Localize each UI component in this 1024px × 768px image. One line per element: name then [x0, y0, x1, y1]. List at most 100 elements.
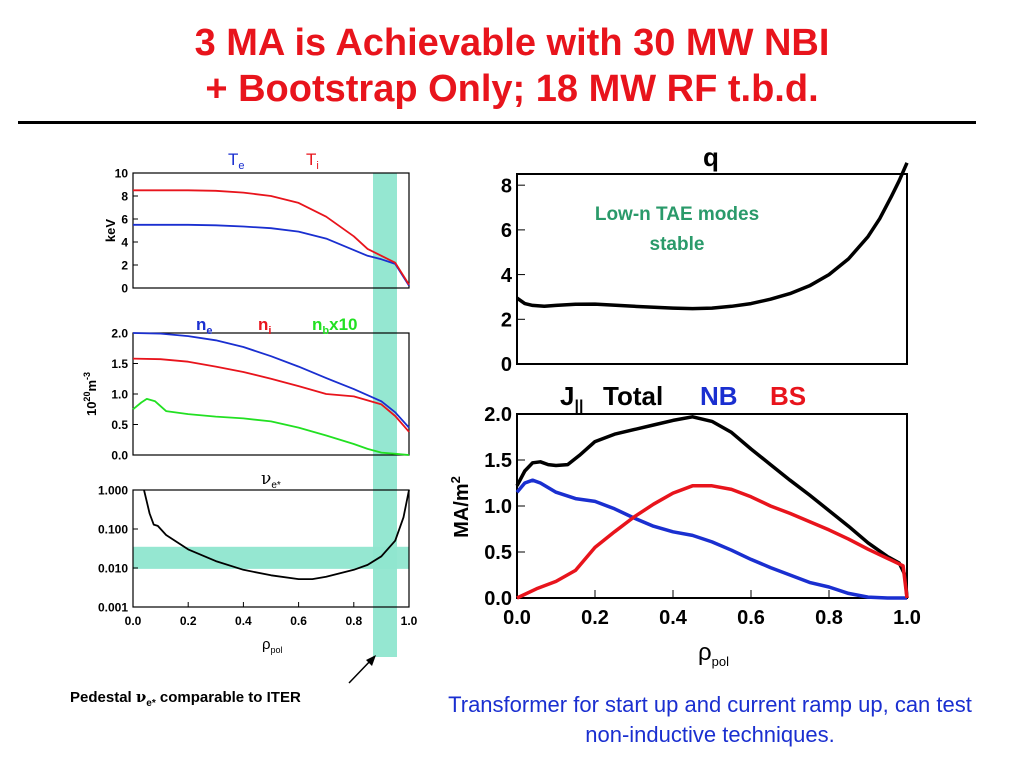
temperature-ytick-label: 0	[121, 281, 128, 295]
current-ylabel: MA/m2	[448, 476, 473, 538]
density-legend-base: n	[196, 315, 206, 334]
temperature-ytick-label: 8	[121, 189, 128, 203]
q-title: q	[703, 142, 719, 172]
density-series-ne	[132, 332, 410, 429]
right-xlabel: ρpol	[698, 639, 729, 669]
collisionality-title-nu: ν	[261, 469, 271, 489]
pedestal-note-nu: ν	[135, 688, 147, 706]
density-legend-base: n	[258, 315, 268, 334]
right-xlabel-sub: pol	[712, 654, 729, 669]
density-plot-frame	[132, 332, 410, 456]
current_density-ytick-label: 0.5	[484, 542, 512, 564]
collisionality-ytick-label: 0.010	[98, 561, 128, 575]
density-series-nb-x10	[132, 397, 410, 456]
collisionality-ytick-label: 1.000	[98, 483, 128, 497]
current_density-panel: 0.0 0.5 1.0 1.5 2.0 0.0 0.2 0.4 0.6 0.8 1.0	[484, 404, 921, 629]
left-xlabel-rho: ρ	[262, 636, 271, 653]
q-annotation-line1: Low-n TAE modes	[595, 204, 759, 225]
safety_factor-ytick-label: 6	[501, 220, 512, 242]
current_density-xtick-label: 0.2	[581, 607, 609, 629]
safety_factor-series-q	[515, 162, 909, 311]
current-legend-sub: ||	[574, 398, 583, 415]
current_density-ytick-label: 0.0	[484, 588, 512, 610]
density-ytick-label: 1.0	[111, 387, 128, 401]
slide-title-line1: 3 MA is Achievable with 30 MW NBI	[194, 22, 830, 64]
current_density-series-nb	[515, 478, 907, 600]
current-ylabel-text: MA/m	[451, 483, 473, 537]
collisionality-xtick-label: 1.0	[401, 614, 418, 628]
collisionality-ytick-label: 0.001	[98, 600, 128, 614]
temperature-legend-sub: e	[238, 160, 244, 172]
current_density-xtick-label: 0.4	[659, 607, 688, 629]
pedestal-note: Pedestal νe* comparable to ITER	[70, 688, 301, 709]
density-panel: 0.0 0.5 1.0 1.5 2.0	[111, 326, 410, 462]
density-legend-sub: e	[206, 325, 212, 337]
temperature-legend-base: T	[228, 150, 238, 169]
right-xlabel-rho: ρ	[698, 639, 712, 666]
temperature-ytick-label: 6	[121, 212, 128, 226]
density-ylabel-base: 10	[84, 402, 99, 416]
collisionality-ytick-label: 0.100	[98, 522, 128, 536]
collisionality-panel: 0.001 0.010 0.100 1.000 0.0 0.2 0.4 0.6 0.8 1.0	[98, 483, 418, 628]
slide-title-line2: + Bootstrap Only; 18 MW RF t.b.d.	[205, 68, 819, 110]
current_density-ytick-label: 1.5	[484, 450, 512, 472]
collisionality-xtick-label: 0.6	[290, 614, 307, 628]
current-legend-total: Total	[603, 381, 663, 411]
transformer-note: Transformer for start up and current ram…	[448, 692, 972, 747]
current_density-ytick-label: 2.0	[484, 404, 512, 426]
temperature-panel: 0 2 4 6 8 10	[115, 166, 410, 295]
current-legend-J: J	[560, 381, 574, 411]
current-legend-prefix: J||	[560, 381, 583, 415]
density-ytick-label: 0.0	[111, 448, 128, 462]
current_density-xtick-label: 0.0	[503, 607, 531, 629]
title-divider	[18, 121, 976, 124]
density-ylabel-exp: 20	[82, 392, 92, 402]
safety_factor-ytick-label: 0	[501, 354, 512, 376]
collisionality-series-nu-e-	[143, 489, 410, 580]
density-ytick-label: 0.5	[111, 418, 128, 432]
temperature-series-te	[133, 223, 410, 287]
safety_factor-ytick-label: 4	[501, 265, 513, 287]
temperature-ytick-label: 10	[115, 166, 129, 180]
collisionality-title-sub: e*	[271, 480, 281, 491]
density-legend-sub: i	[268, 325, 271, 337]
collisionality-xtick-label: 0.4	[235, 614, 252, 628]
current-legend-nb: NB	[700, 381, 738, 411]
density-ytick-label: 2.0	[111, 326, 128, 340]
density-legend-extra: x10	[329, 315, 357, 334]
current_density-xtick-label: 1.0	[893, 607, 921, 629]
left-xlabel-sub: pol	[271, 645, 283, 655]
current_density-ytick-label: 1.0	[484, 496, 512, 518]
temperature-series-ti	[133, 189, 410, 286]
pedestal-note-prefix: Pedestal	[70, 689, 136, 706]
collisionality-title: νe*	[261, 469, 281, 491]
collisionality-band-horizontal	[133, 546, 409, 569]
temperature-legend-i: Ti	[306, 150, 319, 172]
density-series-ni	[132, 357, 410, 433]
collisionality-xtick-label: 0.0	[125, 614, 142, 628]
safety_factor-ytick-label: 2	[501, 309, 512, 331]
collisionality-xtick-label: 0.2	[180, 614, 197, 628]
current_density-xtick-label: 0.6	[737, 607, 765, 629]
safety_factor-panel: 0 2 4 6 8	[501, 162, 909, 376]
density-ylabel: 1020m-3	[82, 372, 99, 416]
current_density-xtick-label: 0.8	[815, 607, 843, 629]
temperature-legend-sub: i	[316, 160, 318, 172]
current-ylabel-exp: 2	[448, 476, 463, 483]
safety_factor-plot-frame	[516, 173, 908, 365]
density-legend-i: ni	[258, 315, 271, 337]
density-legend-base: n	[312, 315, 322, 334]
temperature-ylabel-text: keV	[103, 219, 118, 242]
current_density-series-total	[515, 415, 909, 599]
density-legend-e: ne	[196, 315, 213, 337]
density-legend-b: nbx10	[312, 315, 358, 337]
pedestal-note-sub: e*	[146, 698, 156, 709]
collisionality-plot-frame	[132, 489, 410, 608]
density-legend-sub: b	[322, 325, 329, 337]
density-ytick-label: 1.5	[111, 357, 128, 371]
density-ylabel-unit: m	[84, 380, 99, 392]
safety_factor-ytick-label: 8	[501, 175, 512, 197]
q-annotation-line2: stable	[650, 234, 705, 255]
collisionality-xtick-label: 0.8	[345, 614, 362, 628]
